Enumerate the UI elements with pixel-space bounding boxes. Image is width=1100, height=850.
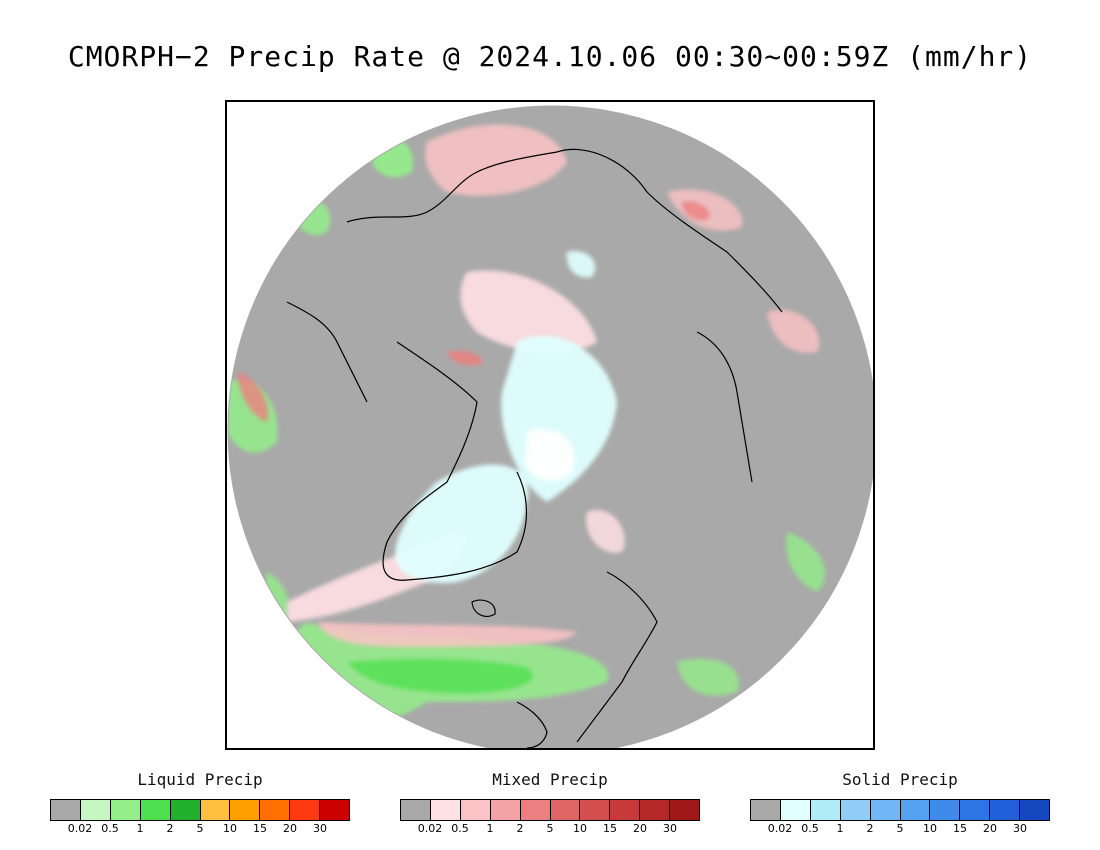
legend-tick-label: 0.5	[451, 822, 469, 835]
legend-swatch	[810, 800, 841, 820]
solid-precip-legend: Solid Precip 0.02 0.5 1 2 5 10 15 20 30	[750, 770, 1050, 836]
legend-tick-label: 5	[196, 822, 204, 835]
legend-swatch	[430, 800, 461, 820]
canada-archipelago-coast	[286, 301, 368, 403]
map-disk-edge	[227, 105, 873, 748]
legend-tick-label: 20	[633, 822, 647, 835]
legend-swatch	[490, 800, 521, 820]
legend-swatch	[900, 800, 931, 820]
legend-swatch	[460, 800, 491, 820]
legend-tick-label: 20	[983, 822, 997, 835]
legend-tick-label: 0.5	[101, 822, 119, 835]
legend-tick-label: 10	[223, 822, 237, 835]
legend-swatch	[550, 800, 581, 820]
legend-tick-label: 15	[603, 822, 617, 835]
legend-tick-label: 10	[923, 822, 937, 835]
legend-swatch	[610, 800, 641, 820]
legend-swatch	[260, 800, 291, 820]
legend-tick-label: 0.02	[767, 822, 793, 835]
legend-swatch	[640, 800, 671, 820]
legend-title: Liquid Precip	[137, 770, 263, 789]
legend-tick-label: 2	[516, 822, 524, 835]
legend-tick-label: 30	[663, 822, 677, 835]
legend-tick-label: 2	[866, 822, 874, 835]
legend-tick-label: 1	[486, 822, 494, 835]
legend-color-bar	[750, 799, 1050, 821]
map-disk	[228, 106, 873, 748]
legend-tick-label: 30	[1013, 822, 1027, 835]
legend-tick-label: 20	[283, 822, 297, 835]
legend-color-bar	[50, 799, 350, 821]
legend-swatch	[80, 800, 111, 820]
legend-tick-labels: 0.02 0.5 1 2 5 10 15 20 30	[50, 822, 350, 836]
legend-tick-labels: 0.02 0.5 1 2 5 10 15 20 30	[750, 822, 1050, 836]
legend-tick-label: 15	[253, 822, 267, 835]
map-frame	[225, 100, 875, 750]
legend-swatch	[930, 800, 961, 820]
legend-tick-label: 10	[573, 822, 587, 835]
north-america-coast	[346, 151, 558, 223]
polar-precip-map	[227, 102, 873, 748]
legend-swatch	[110, 800, 141, 820]
legend-swatch	[751, 800, 781, 820]
liquid-precip-legend: Liquid Precip 0.02 0.5 1 2 5 10 15 20 30	[50, 770, 350, 836]
legend-swatch	[840, 800, 871, 820]
legend-tick-label: 0.02	[417, 822, 443, 835]
legend-swatch	[290, 800, 321, 820]
legend-tick-label: 15	[953, 822, 967, 835]
legend-swatch	[170, 800, 201, 820]
legend-tick-label: 2	[166, 822, 174, 835]
solid-precip-areas	[395, 251, 617, 583]
legend-title: Mixed Precip	[492, 770, 608, 789]
legend-tick-label: 5	[546, 822, 554, 835]
legend-swatch	[320, 800, 350, 820]
legend-tick-labels: 0.02 0.5 1 2 5 10 15 20 30	[400, 822, 700, 836]
legend-tick-label: 0.02	[67, 822, 93, 835]
legend-tick-label: 0.5	[801, 822, 819, 835]
british-isles-coast	[516, 701, 548, 748]
coastlines	[286, 148, 783, 748]
iceland-coast	[471, 599, 496, 617]
legend-title: Solid Precip	[842, 770, 958, 789]
legend-swatch	[401, 800, 431, 820]
legend-swatch	[230, 800, 261, 820]
siberia-coast	[556, 148, 783, 313]
legend-swatch	[200, 800, 231, 820]
legend-tick-label: 1	[136, 822, 144, 835]
map-title: CMORPH−2 Precip Rate @ 2024.10.06 00:30~…	[67, 40, 1033, 73]
legend-tick-label: 30	[313, 822, 327, 835]
scandinavia-coast	[576, 571, 658, 743]
legend-swatch	[580, 800, 611, 820]
legend-swatch	[780, 800, 811, 820]
legend-swatch	[520, 800, 551, 820]
legend-swatch	[140, 800, 171, 820]
legend-tick-label: 5	[896, 822, 904, 835]
legend-swatch	[670, 800, 700, 820]
legend-tick-label: 1	[836, 822, 844, 835]
greenland-coast	[382, 341, 527, 581]
legend-swatch	[870, 800, 901, 820]
legend-swatch	[960, 800, 991, 820]
legend-swatch	[1020, 800, 1050, 820]
eurasia-arctic-coast	[696, 331, 753, 483]
mixed-precip-legend: Mixed Precip 0.02 0.5 1 2 5 10 15 20 30	[400, 770, 700, 836]
legend-color-bar	[400, 799, 700, 821]
legend-swatch	[51, 800, 81, 820]
legend-swatch	[990, 800, 1021, 820]
